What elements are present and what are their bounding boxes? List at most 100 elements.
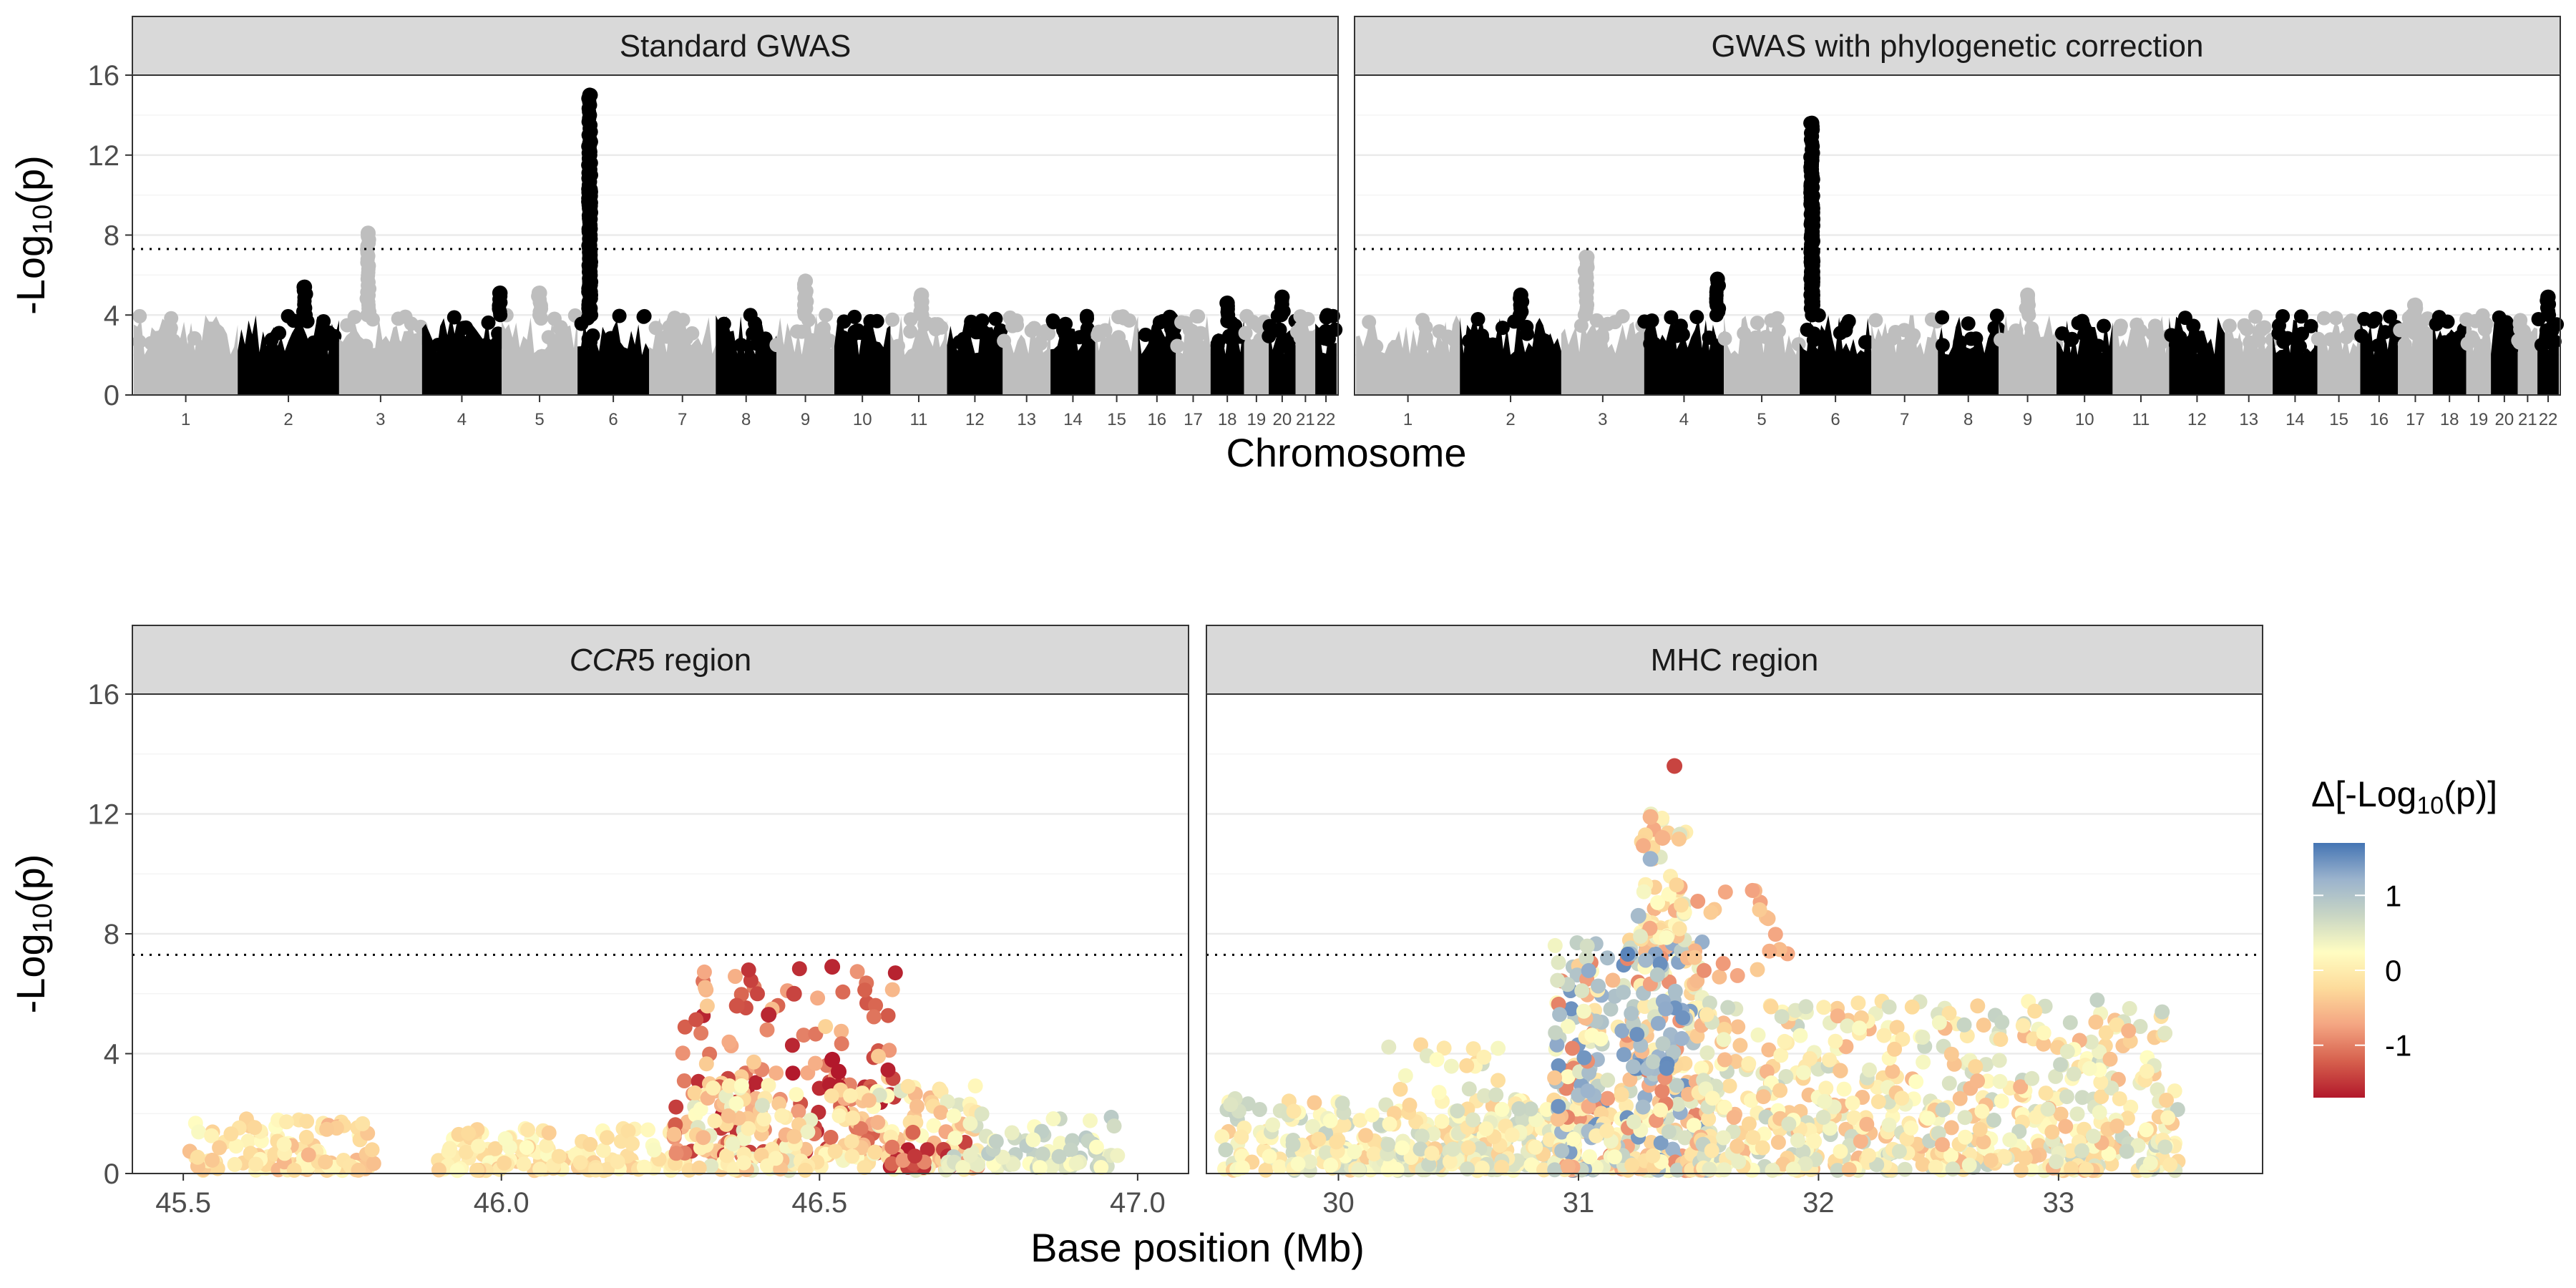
snp-point: [404, 316, 419, 331]
snp-point: [2228, 338, 2243, 353]
snp-point: [803, 1112, 819, 1128]
snp-point: [823, 1129, 839, 1145]
snp-point: [1539, 1102, 1555, 1117]
highlight-point: [831, 1063, 847, 1080]
snp-point: [2534, 338, 2549, 353]
snp-point: [2150, 1082, 2165, 1098]
snp-point: [962, 1148, 978, 1163]
snp-point: [1347, 1144, 1362, 1159]
snp-point: [1068, 1156, 1084, 1171]
snp-point: [1392, 1081, 1408, 1097]
chromosome-label: 20: [1273, 410, 1292, 429]
snp-point: [1935, 1102, 1951, 1118]
snp-point: [1046, 315, 1061, 330]
snp-point: [2271, 326, 2286, 341]
snp-point: [1818, 1080, 1834, 1096]
snp-point: [2316, 311, 2331, 326]
snp-point: [1885, 1063, 1901, 1079]
snp-point: [599, 1130, 615, 1146]
snp-point: [900, 1078, 916, 1094]
chromosome-label: 18: [2440, 410, 2459, 429]
snp-point: [1836, 1081, 1852, 1097]
snp-point: [1462, 333, 1477, 348]
snp-point: [1885, 331, 1899, 346]
snp-point: [835, 984, 851, 1000]
snp-point: [1421, 1157, 1437, 1173]
snp-point: [1072, 330, 1087, 345]
snp-point: [884, 982, 900, 997]
snp-point: [1547, 1162, 1563, 1178]
snp-point: [1494, 1159, 1510, 1175]
chromosome-label: 4: [457, 410, 467, 429]
chromosome-label: 15: [1107, 410, 1126, 429]
snp-point: [1994, 1093, 2009, 1109]
snp-point: [2069, 1106, 2085, 1122]
snp-point: [688, 1012, 704, 1028]
snp-point: [1687, 950, 1702, 965]
snp-point: [2397, 337, 2412, 352]
chromosome-label: 16: [1147, 410, 1166, 429]
snp-point: [1833, 1063, 1848, 1078]
snp-point: [1106, 1118, 1122, 1134]
snp-point: [2159, 1093, 2174, 1108]
snp-point: [1295, 331, 1310, 346]
snp-point: [1970, 1073, 1986, 1089]
snp-point: [1941, 1005, 1957, 1021]
snp-point: [1593, 1031, 1609, 1047]
snp-point: [1795, 1144, 1811, 1160]
colorbar-tick-label: 1: [2385, 879, 2401, 912]
snp-point: [857, 982, 873, 998]
snp-point: [1650, 1015, 1666, 1031]
snp-point: [2044, 1124, 2060, 1140]
snp-point: [1549, 1037, 1565, 1053]
x-tick-label: 32: [1802, 1187, 1835, 1219]
chromosome-band-2: [238, 315, 339, 395]
snp-point: [1281, 337, 1296, 352]
snp-point: [831, 1108, 847, 1123]
snp-point: [409, 333, 424, 348]
snp-point: [1833, 1143, 1848, 1159]
snp-point: [1817, 1093, 1833, 1109]
chromosome-label: 8: [741, 410, 751, 429]
snp-point: [1745, 1130, 1761, 1146]
snp-point: [808, 1055, 823, 1071]
snp-point: [836, 330, 851, 345]
strip-title-top-1: Standard GWAS: [620, 29, 852, 64]
snp-point: [819, 308, 834, 323]
snp-point: [1675, 1010, 1691, 1025]
chromosome-band-4: [421, 316, 502, 395]
snp-point: [227, 1156, 243, 1172]
snp-point: [2036, 1036, 2051, 1052]
chromosome-label: 6: [608, 410, 618, 429]
snp-point: [1765, 1163, 1780, 1179]
chromosome-label: 10: [853, 410, 872, 429]
snp-point: [2040, 1101, 2056, 1117]
peak-point: [1804, 115, 1820, 131]
snp-point: [2009, 323, 2024, 338]
point-cluster-6: [940, 1106, 1126, 1176]
snp-point: [748, 316, 763, 331]
snp-point: [2024, 1070, 2040, 1086]
snp-point: [1476, 1049, 1492, 1065]
snp-point: [1881, 1117, 1897, 1133]
snp-point: [1862, 1062, 1877, 1078]
chromosome-label: 2: [283, 410, 293, 429]
snp-point: [1234, 1160, 1250, 1176]
snp-point: [800, 1124, 816, 1140]
snp-point: [2098, 1025, 2114, 1040]
snp-point: [2119, 1143, 2135, 1159]
snp-point: [190, 1149, 205, 1165]
snp-point: [1904, 999, 1920, 1015]
snp-point: [1761, 1042, 1777, 1058]
snp-point: [2295, 326, 2309, 341]
snp-point: [1599, 1123, 1614, 1138]
snp-point: [1701, 1111, 1717, 1127]
snp-point: [2029, 336, 2044, 351]
snp-point: [1600, 316, 1615, 331]
snp-point: [1560, 1158, 1576, 1174]
chromosome-label: 4: [1679, 410, 1689, 429]
snp-point: [1603, 1001, 1619, 1017]
snp-point: [1741, 1055, 1757, 1071]
colorbar-tick-label: 0: [2385, 954, 2401, 987]
snp-point: [903, 324, 918, 339]
